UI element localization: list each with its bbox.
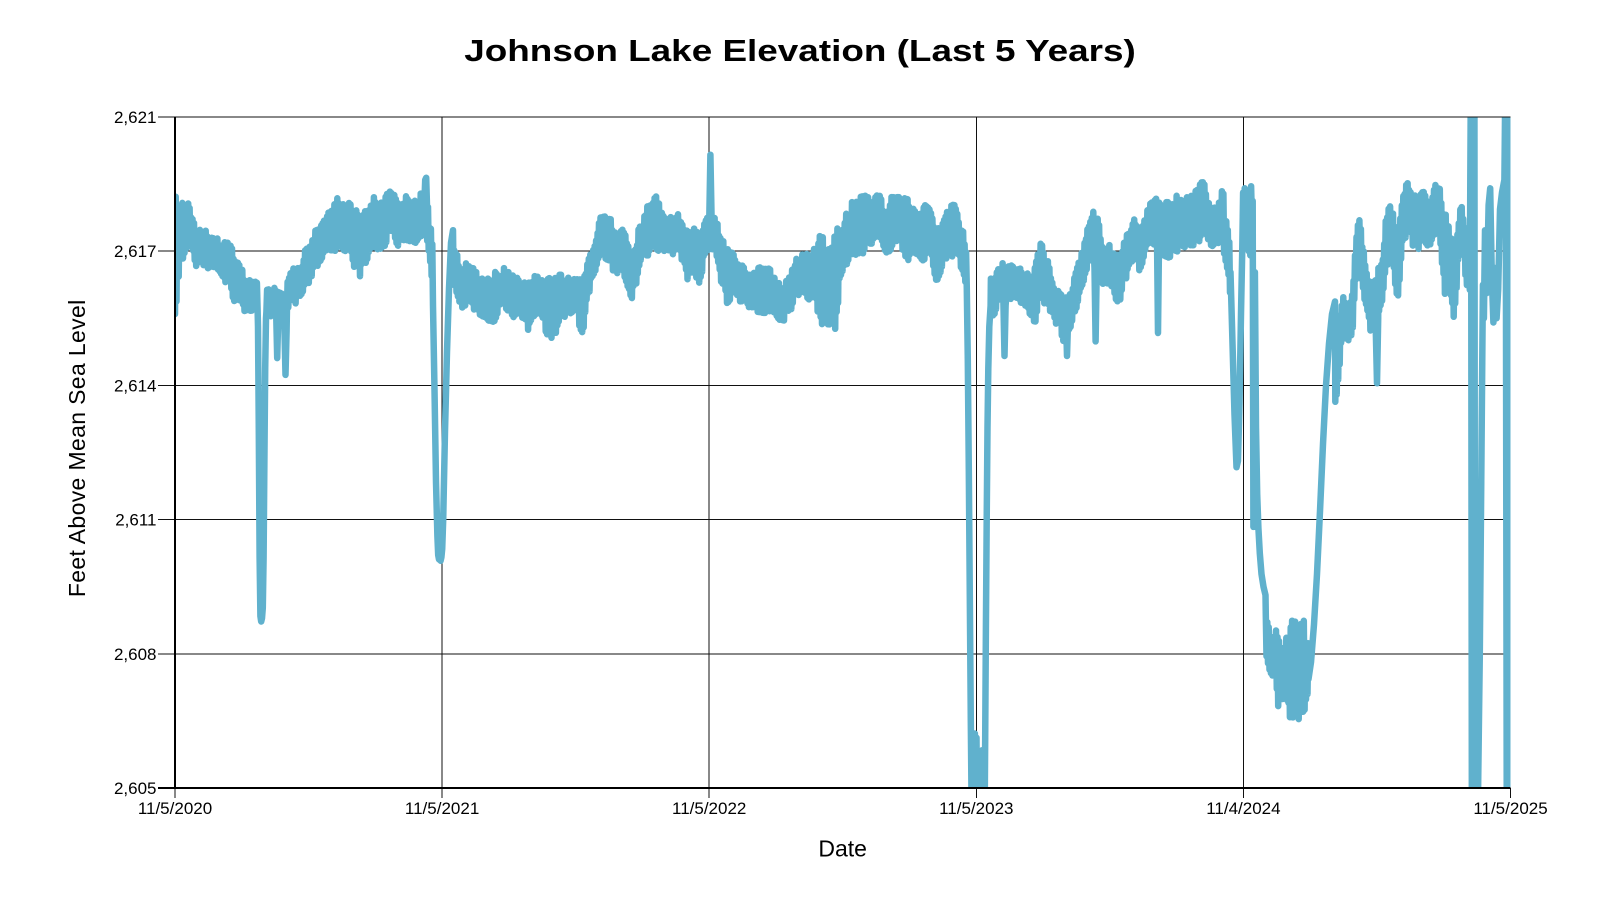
svg-text:2,617: 2,617 <box>114 242 157 261</box>
svg-text:2,611: 2,611 <box>115 511 156 530</box>
svg-text:11/5/2025: 11/5/2025 <box>1473 799 1547 818</box>
svg-text:11/5/2021: 11/5/2021 <box>405 799 479 818</box>
svg-text:11/5/2023: 11/5/2023 <box>939 799 1013 818</box>
svg-text:Feet Above Mean Sea Level: Feet Above Mean Sea Level <box>64 299 90 597</box>
svg-text:2,614: 2,614 <box>114 376 157 395</box>
svg-text:Date: Date <box>818 836 867 862</box>
svg-text:2,621: 2,621 <box>114 108 157 127</box>
svg-text:Johnson Lake Elevation (Last 5: Johnson Lake Elevation (Last 5 Years) <box>464 34 1136 69</box>
svg-text:11/5/2020: 11/5/2020 <box>138 799 212 818</box>
svg-text:2,605: 2,605 <box>114 779 157 798</box>
svg-text:11/4/2024: 11/4/2024 <box>1206 799 1280 818</box>
svg-text:11/5/2022: 11/5/2022 <box>672 799 746 818</box>
svg-text:2,608: 2,608 <box>114 645 157 664</box>
